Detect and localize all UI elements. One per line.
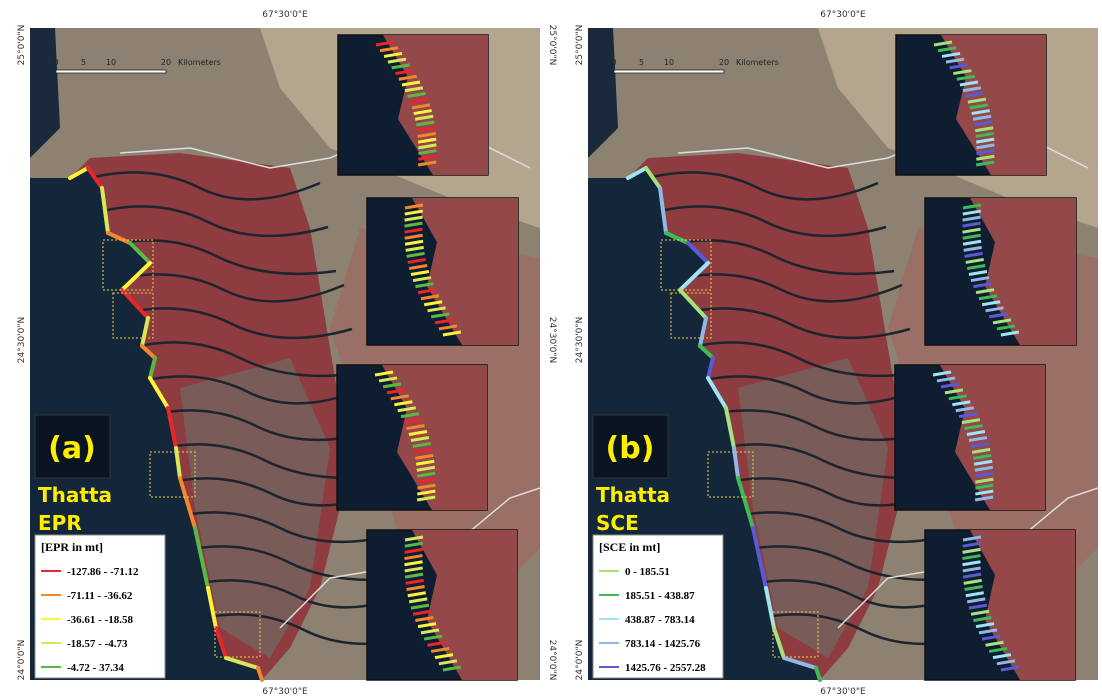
- legend-title: [EPR in mt]: [41, 540, 103, 554]
- region-name: Thatta: [38, 483, 112, 507]
- map-panel: 67°30'0"E67°30'0"E25°0'0"N25°0'0"N24°30'…: [575, 10, 1102, 697]
- latitude-label: 24°30'0"N: [17, 317, 27, 363]
- scale-tick: 5: [81, 58, 86, 67]
- legend-item: 438.87 - 783.14: [625, 614, 695, 626]
- legend-title: [SCE in mt]: [599, 540, 660, 554]
- scale-tick: 20: [719, 58, 729, 67]
- legend-item: -127.86 - -71.12: [67, 566, 139, 578]
- legend-item: 0 - 185.51: [625, 566, 670, 578]
- longitude-label: 67°30'0"E: [262, 687, 308, 697]
- legend: [35, 535, 165, 678]
- scale-tick: 0: [611, 58, 616, 67]
- legend-item: 1425.76 - 2557.28: [625, 662, 706, 674]
- latitude-label: 24°0'0"N: [575, 640, 585, 681]
- metric-name: EPR: [38, 511, 82, 535]
- map-panel: 67°30'0"E 67°30'0"E 25°0'0"N 25°0'0"N 24°30'…: [17, 10, 557, 697]
- scale-unit: Kilometers: [736, 58, 779, 67]
- scale-tick: 20: [161, 58, 171, 67]
- scale-tick: 0: [53, 58, 58, 67]
- scale-tick: 10: [106, 58, 116, 67]
- longitude-label: 67°30'0"E: [262, 10, 308, 20]
- region-name: Thatta: [596, 483, 670, 507]
- scale-tick: 10: [664, 58, 674, 67]
- scale-tick: 5: [639, 58, 644, 67]
- scale-bar: [614, 70, 724, 73]
- latitude-label: 24°0'0"N: [547, 640, 557, 681]
- scale-unit: Kilometers: [178, 58, 221, 67]
- legend: [593, 535, 723, 678]
- latitude-label: 24°0'0"N: [17, 640, 27, 681]
- panel-label: (b): [606, 431, 655, 466]
- metric-name: SCE: [596, 511, 639, 535]
- panel-label: (a): [48, 431, 96, 466]
- latitude-label: 25°0'0"N: [575, 25, 585, 66]
- latitude-label: 24°30'0"N: [547, 317, 557, 363]
- longitude-label: 67°30'0"E: [820, 687, 866, 697]
- legend-item: -4.72 - 37.34: [67, 662, 124, 674]
- legend-item: 783.14 - 1425.76: [625, 638, 701, 650]
- latitude-label: 25°0'0"N: [17, 25, 27, 66]
- latitude-label: 25°0'0"N: [547, 25, 557, 66]
- latitude-label: 24°30'0"N: [575, 317, 585, 363]
- legend-item: 185.51 - 438.87: [625, 590, 695, 602]
- legend-item: -71.11 - -36.62: [67, 590, 133, 602]
- figure: 67°30'0"E 67°30'0"E 25°0'0"N 25°0'0"N 24°30'…: [0, 0, 1102, 698]
- legend-item: -18.57 - -4.73: [67, 638, 128, 650]
- scale-bar: [56, 70, 166, 73]
- longitude-label: 67°30'0"E: [820, 10, 866, 20]
- legend-item: -36.61 - -18.58: [67, 614, 133, 626]
